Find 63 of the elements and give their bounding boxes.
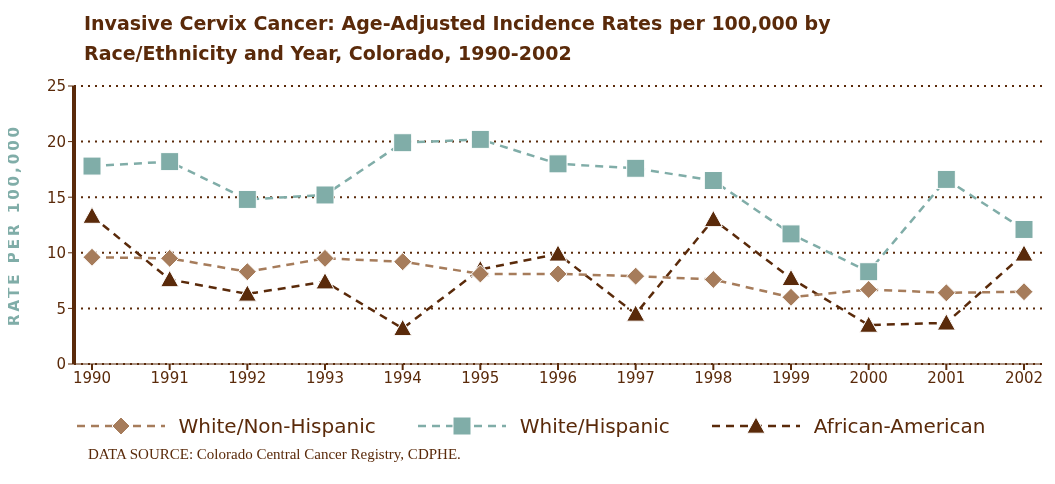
point [859,262,879,282]
point [548,264,568,284]
point [1014,282,1034,302]
point [548,244,568,262]
point [859,280,879,299]
x-tick-label: 2002 [1004,368,1044,387]
point [237,284,257,302]
point [160,152,180,172]
point [626,266,646,286]
point [237,189,257,209]
point [470,129,490,149]
y-tick-label: 20 [46,132,66,151]
point [703,209,723,228]
x-tick-label: 1999 [771,368,811,387]
point [703,171,723,191]
x-tick-label: 1992 [228,368,267,387]
point [859,315,879,333]
point [548,154,568,174]
point [160,248,180,268]
point [315,272,335,290]
x-tick-label: 2001 [927,368,966,387]
legend-label: White/Non-Hispanic [178,414,376,438]
point [936,313,956,331]
point [936,283,956,303]
x-tick-label: 1996 [538,368,578,387]
x-tick-label: 1991 [150,368,189,387]
point [160,269,180,288]
x-tick-label: 1993 [305,368,345,387]
point [82,206,102,224]
point [781,268,801,287]
point [781,287,801,307]
source-note: DATA SOURCE: Colorado Central Cancer Registry, CDPHE. [88,446,462,463]
x-tick-label: 1995 [461,368,500,387]
point [1014,219,1034,239]
point [626,304,646,322]
point [82,247,102,267]
point [393,133,413,153]
point [315,248,335,268]
point [1014,244,1034,262]
x-tick-label: 1998 [694,368,733,387]
point [936,169,956,189]
y-tick-label: 15 [46,188,66,207]
y-tick-label: 5 [56,299,66,318]
point [393,318,413,337]
y-tick-label: 0 [56,355,66,374]
y-axis-title: RATE PER 100,000 [5,123,24,327]
x-tick-label: 1990 [72,368,112,387]
x-tick-label: 1997 [616,368,655,387]
point [393,252,413,272]
legend-label: White/Hispanic [519,414,670,438]
y-tick-label: 10 [46,244,66,263]
point [82,156,102,176]
point [626,158,646,178]
point [315,185,335,205]
x-tick-label: 1994 [383,368,422,387]
point [237,262,257,282]
chart-title: Invasive Cervix Cancer: Age-Adjusted Incidence Rates per 100,000 by Race/Ethnicity and Year, Colorado, 1990-2002 [84,11,832,66]
point [781,224,801,244]
point [470,264,490,284]
point [703,269,723,289]
x-tick-label: 2000 [849,368,888,387]
y-tick-label: 25 [46,77,66,96]
legend-label: African-American [813,414,986,438]
